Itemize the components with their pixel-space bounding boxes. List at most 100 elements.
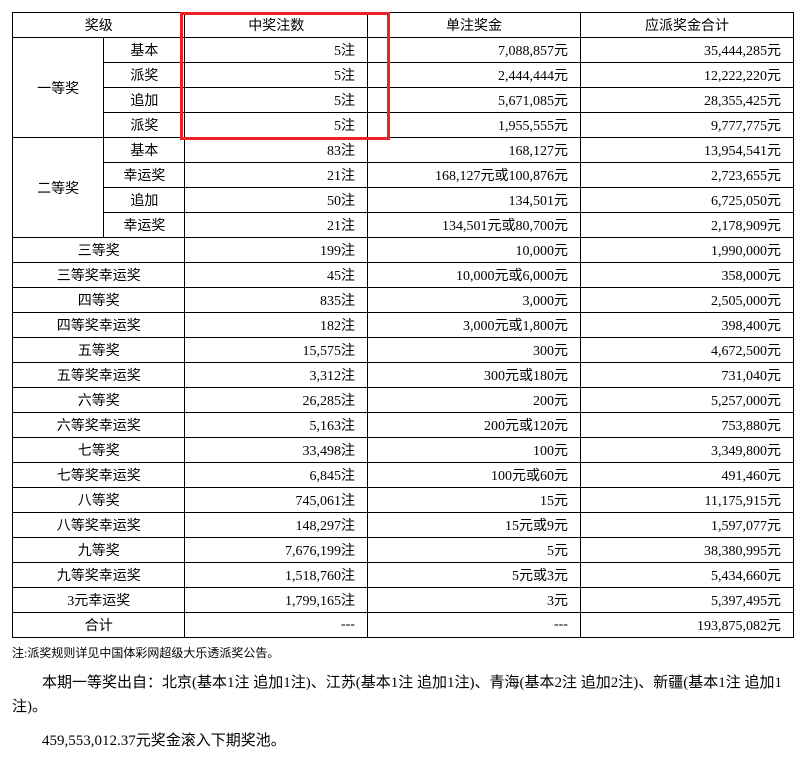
unit-prize-cell: 15元 xyxy=(367,488,580,513)
unit-prize-cell: 100元或60元 xyxy=(367,463,580,488)
header-unit: 单注奖金 xyxy=(367,13,580,38)
count-cell: 5注 xyxy=(185,88,368,113)
unit-prize-cell: 15元或9元 xyxy=(367,513,580,538)
table-row: 四等奖幸运奖182注3,000元或1,800元398,400元 xyxy=(13,313,794,338)
total-prize-cell: 5,434,660元 xyxy=(580,563,793,588)
level-cell: 四等奖幸运奖 xyxy=(13,313,185,338)
table-row: 三等奖199注10,000元1,990,000元 xyxy=(13,238,794,263)
unit-prize-cell: 3,000元或1,800元 xyxy=(367,313,580,338)
table-row: 派奖5注2,444,444元12,222,220元 xyxy=(13,63,794,88)
unit-prize-cell: 3元 xyxy=(367,588,580,613)
level-cell: 九等奖 xyxy=(13,538,185,563)
count-cell: 199注 xyxy=(185,238,368,263)
table-row: 合计------193,875,082元 xyxy=(13,613,794,638)
table-row: 六等奖幸运奖5,163注200元或120元753,880元 xyxy=(13,413,794,438)
unit-prize-cell: 300元 xyxy=(367,338,580,363)
table-row: 五等奖幸运奖3,312注300元或180元731,040元 xyxy=(13,363,794,388)
unit-prize-cell: 300元或180元 xyxy=(367,363,580,388)
level-cell: 六等奖幸运奖 xyxy=(13,413,185,438)
count-cell: 50注 xyxy=(185,188,368,213)
level-cell: 五等奖 xyxy=(13,338,185,363)
level-cell: 五等奖幸运奖 xyxy=(13,363,185,388)
footnote: 注:派奖规则详见中国体彩网超级大乐透派奖公告。 xyxy=(12,644,794,661)
header-level: 奖级 xyxy=(13,13,185,38)
count-cell: 5注 xyxy=(185,63,368,88)
subtype-cell: 派奖 xyxy=(104,113,185,138)
table-row: 幸运奖21注134,501元或80,700元2,178,909元 xyxy=(13,213,794,238)
subtype-cell: 派奖 xyxy=(104,63,185,88)
count-cell: 45注 xyxy=(185,263,368,288)
level-cell: 3元幸运奖 xyxy=(13,588,185,613)
table-row: 九等奖幸运奖1,518,760注5元或3元5,434,660元 xyxy=(13,563,794,588)
level-cell: 三等奖幸运奖 xyxy=(13,263,185,288)
table-row: 七等奖33,498注100元3,349,800元 xyxy=(13,438,794,463)
winners-paragraph: 本期一等奖出自：北京(基本1注 追加1注)、江苏(基本1注 追加1注)、青海(基… xyxy=(12,671,794,719)
table-row: 3元幸运奖1,799,165注3元5,397,495元 xyxy=(13,588,794,613)
table-row: 六等奖26,285注200元5,257,000元 xyxy=(13,388,794,413)
total-prize-cell: 2,723,655元 xyxy=(580,163,793,188)
prize-table: 奖级中奖注数单注奖金应派奖金合计一等奖基本5注7,088,857元35,444,… xyxy=(12,12,794,638)
table-row: 九等奖7,676,199注5元38,380,995元 xyxy=(13,538,794,563)
total-prize-cell: 731,040元 xyxy=(580,363,793,388)
unit-prize-cell: 134,501元 xyxy=(367,188,580,213)
count-cell: 148,297注 xyxy=(185,513,368,538)
table-wrapper: 奖级中奖注数单注奖金应派奖金合计一等奖基本5注7,088,857元35,444,… xyxy=(12,12,794,638)
level-cell: 三等奖 xyxy=(13,238,185,263)
count-cell: 6,845注 xyxy=(185,463,368,488)
count-cell: 5,163注 xyxy=(185,413,368,438)
unit-prize-cell: 100元 xyxy=(367,438,580,463)
unit-prize-cell: --- xyxy=(367,613,580,638)
total-prize-cell: 5,397,495元 xyxy=(580,588,793,613)
subtype-cell: 基本 xyxy=(104,38,185,63)
total-prize-cell: 11,175,915元 xyxy=(580,488,793,513)
unit-prize-cell: 1,955,555元 xyxy=(367,113,580,138)
count-cell: 21注 xyxy=(185,163,368,188)
total-prize-cell: 1,990,000元 xyxy=(580,238,793,263)
count-cell: 1,799,165注 xyxy=(185,588,368,613)
total-prize-cell: 491,460元 xyxy=(580,463,793,488)
total-prize-cell: 12,222,220元 xyxy=(580,63,793,88)
table-row: 追加50注134,501元6,725,050元 xyxy=(13,188,794,213)
total-prize-cell: 398,400元 xyxy=(580,313,793,338)
count-cell: 5注 xyxy=(185,113,368,138)
subtype-cell: 基本 xyxy=(104,138,185,163)
subtype-cell: 幸运奖 xyxy=(104,163,185,188)
table-row: 八等奖幸运奖148,297注15元或9元1,597,077元 xyxy=(13,513,794,538)
table-row: 派奖5注1,955,555元9,777,775元 xyxy=(13,113,794,138)
total-prize-cell: 753,880元 xyxy=(580,413,793,438)
count-cell: 745,061注 xyxy=(185,488,368,513)
unit-prize-cell: 5元或3元 xyxy=(367,563,580,588)
level-cell: 六等奖 xyxy=(13,388,185,413)
total-prize-cell: 38,380,995元 xyxy=(580,538,793,563)
unit-prize-cell: 2,444,444元 xyxy=(367,63,580,88)
total-prize-cell: 2,178,909元 xyxy=(580,213,793,238)
table-row: 七等奖幸运奖6,845注100元或60元491,460元 xyxy=(13,463,794,488)
total-prize-cell: 193,875,082元 xyxy=(580,613,793,638)
table-row: 八等奖745,061注15元11,175,915元 xyxy=(13,488,794,513)
unit-prize-cell: 168,127元 xyxy=(367,138,580,163)
unit-prize-cell: 168,127元或100,876元 xyxy=(367,163,580,188)
count-cell: 15,575注 xyxy=(185,338,368,363)
unit-prize-cell: 7,088,857元 xyxy=(367,38,580,63)
count-cell: 33,498注 xyxy=(185,438,368,463)
header-total: 应派奖金合计 xyxy=(580,13,793,38)
header-count: 中奖注数 xyxy=(185,13,368,38)
table-row: 追加5注5,671,085元28,355,425元 xyxy=(13,88,794,113)
unit-prize-cell: 134,501元或80,700元 xyxy=(367,213,580,238)
rollover-paragraph: 459,553,012.37元奖金滚入下期奖池。 xyxy=(12,729,794,753)
level-cell: 二等奖 xyxy=(13,138,104,238)
total-prize-cell: 4,672,500元 xyxy=(580,338,793,363)
level-cell: 七等奖幸运奖 xyxy=(13,463,185,488)
total-prize-cell: 2,505,000元 xyxy=(580,288,793,313)
total-prize-cell: 6,725,050元 xyxy=(580,188,793,213)
unit-prize-cell: 200元 xyxy=(367,388,580,413)
count-cell: 1,518,760注 xyxy=(185,563,368,588)
count-cell: 21注 xyxy=(185,213,368,238)
count-cell: 182注 xyxy=(185,313,368,338)
table-row: 二等奖基本83注168,127元13,954,541元 xyxy=(13,138,794,163)
unit-prize-cell: 200元或120元 xyxy=(367,413,580,438)
count-cell: 3,312注 xyxy=(185,363,368,388)
level-cell: 七等奖 xyxy=(13,438,185,463)
count-cell: 7,676,199注 xyxy=(185,538,368,563)
unit-prize-cell: 5,671,085元 xyxy=(367,88,580,113)
